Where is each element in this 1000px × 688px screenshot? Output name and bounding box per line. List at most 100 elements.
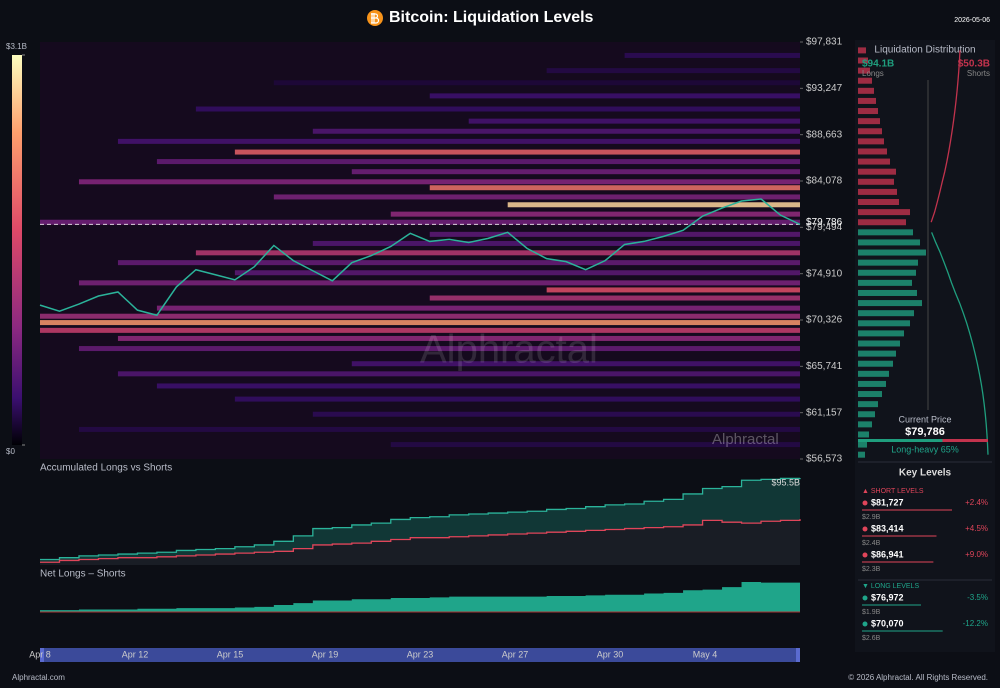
liquidation-band	[234, 396, 800, 402]
level-price: $83,414	[871, 523, 904, 533]
distribution-bar	[858, 370, 889, 377]
date: 2026-05-06	[954, 17, 990, 24]
section-title: ▲ SHORT LEVELS	[862, 488, 924, 495]
series-area	[40, 519, 800, 565]
level-size: $2.4B	[862, 540, 881, 547]
level-change: +2.4%	[965, 498, 988, 507]
liquidation-band	[117, 371, 800, 377]
liquidation-band	[40, 313, 800, 319]
liquidation-band	[156, 159, 800, 165]
liquidation-band	[507, 202, 800, 208]
distribution-bar	[858, 411, 875, 418]
footer-left: Alphractal.com	[12, 673, 65, 682]
colorbar-label: $0	[6, 447, 15, 456]
price-line	[39, 198, 801, 317]
y-tick-label: $65,741	[806, 361, 843, 372]
liquidation-band	[156, 383, 800, 389]
distribution-bar	[858, 47, 866, 54]
distribution-bar	[858, 67, 870, 74]
liquidation-band	[429, 295, 800, 301]
liquidation-band	[468, 118, 800, 124]
cumulative-line	[930, 50, 961, 223]
cumulative-line	[931, 232, 989, 455]
liquidation-band	[624, 52, 800, 58]
navigator[interactable]	[40, 648, 800, 662]
level-dot	[862, 621, 868, 627]
liquidation-band	[78, 280, 800, 286]
distribution-bar	[858, 229, 913, 236]
level-price: $76,972	[871, 592, 904, 602]
liquidation-band	[390, 442, 800, 448]
distribution-bar	[858, 199, 899, 206]
distribution-bar	[858, 57, 868, 64]
liquidation-band	[40, 320, 800, 326]
series-line	[40, 519, 801, 563]
level-dot	[862, 526, 868, 532]
colorbar	[12, 55, 22, 445]
level-change: -3.5%	[967, 593, 988, 602]
liquidation-band	[40, 327, 800, 333]
liquidation-band	[156, 305, 800, 311]
panel-title: Accumulated Longs vs Shorts	[40, 463, 172, 474]
y-tick-label: $84,078	[806, 176, 843, 187]
distribution-bar	[858, 168, 896, 175]
panel-title: Liquidation Distribution	[874, 45, 975, 56]
distribution-bar	[858, 239, 920, 246]
liquidation-band	[546, 68, 800, 74]
distribution-bar	[858, 259, 918, 266]
value-label: $95.5B	[771, 477, 800, 487]
y-tick-label: $93,247	[806, 83, 843, 94]
level-size-bar	[862, 535, 937, 537]
distribution-bar	[858, 219, 906, 226]
bitcoin-glyph	[371, 13, 380, 24]
balance-label: Long-heavy 65%	[891, 444, 959, 454]
liquidation-band	[117, 138, 800, 144]
level-change: +4.5%	[965, 524, 988, 533]
x-tick-label: May 4	[693, 649, 718, 659]
legend-label: Longs	[862, 69, 884, 78]
liquidation-band	[78, 179, 800, 185]
distribution-bar	[858, 128, 882, 135]
distribution-bar	[858, 310, 914, 317]
liquidation-band	[234, 270, 800, 276]
liquidation-band	[390, 211, 800, 217]
distribution-bar	[858, 451, 865, 458]
level-change: -12.2%	[963, 619, 988, 628]
y-tick-label: $88,663	[806, 129, 843, 140]
distribution-bar	[858, 401, 878, 408]
distribution-bar	[858, 391, 882, 398]
distribution-bar	[858, 269, 916, 276]
key-levels-title: Key Levels	[899, 468, 952, 479]
navigator-handle[interactable]	[40, 648, 44, 662]
distribution-bar	[858, 97, 876, 104]
liquidation-band	[195, 106, 800, 112]
distribution-bar	[858, 431, 869, 438]
level-price: $70,070	[871, 618, 904, 628]
level-size-bar	[862, 561, 934, 563]
liquidation-band	[429, 93, 800, 99]
x-tick-label: Apr 19	[312, 649, 339, 659]
liquidation-band	[312, 128, 800, 134]
level-size: $2.3B	[862, 566, 881, 573]
distribution-bar	[858, 330, 904, 337]
watermark: Alphractal	[712, 431, 779, 448]
navigator-handle[interactable]	[796, 648, 800, 662]
y-tick-label: $79,494	[806, 222, 843, 233]
liquidation-band	[351, 169, 800, 175]
liquidation-band	[312, 240, 800, 246]
balance-bar-rest	[942, 439, 988, 442]
distribution-bar	[858, 188, 897, 195]
level-size-bar	[862, 630, 943, 632]
level-dot	[862, 500, 868, 506]
distribution-bar	[858, 178, 894, 185]
section-title: ▼ LONG LEVELS	[862, 583, 919, 590]
total-label: $50.3B	[958, 59, 990, 70]
distribution-bar	[858, 279, 912, 286]
distribution-bar	[858, 350, 896, 357]
liquidation-band	[273, 80, 800, 86]
liquidation-band	[429, 231, 800, 237]
distribution-bar	[858, 289, 917, 296]
level-size: $2.6B	[862, 635, 881, 642]
liquidation-band	[429, 185, 800, 191]
page-title: Bitcoin: Liquidation Levels	[389, 9, 594, 26]
